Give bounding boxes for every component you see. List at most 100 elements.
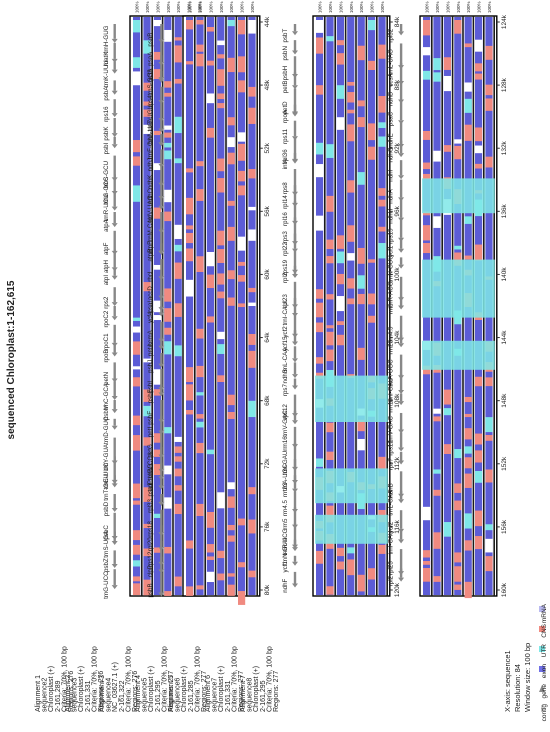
conserved-region: [248, 169, 256, 179]
conserved-region: [186, 20, 194, 30]
gene-arrow: [293, 378, 297, 386]
conserved-region: [238, 518, 246, 526]
conserved-region: [347, 124, 355, 142]
alignment-lane: [368, 17, 376, 595]
gene-arrow: [160, 118, 163, 129]
conserved-region: [475, 244, 483, 261]
gene-label: petG: [147, 444, 154, 458]
alignment-text: sequence8: [247, 678, 254, 712]
conserved-region: [153, 51, 161, 60]
gene-arrow-head: [111, 352, 118, 357]
gene-label: trnG-UCC: [103, 571, 110, 599]
conserved-region: [475, 433, 483, 445]
conserved-region: [336, 561, 344, 570]
gene-arrow: [293, 314, 297, 334]
alignment-lane: [347, 17, 355, 595]
gene-arrow: [160, 227, 163, 251]
gene-arrow-head: [158, 250, 165, 255]
gene-arrow-head: [158, 501, 165, 506]
conserved-region: [454, 252, 462, 266]
alignment-text: Chloroplast (+): [48, 666, 55, 712]
conserved-region: [485, 98, 493, 111]
percent-label: 100%: [188, 1, 193, 13]
conserved-region: [248, 350, 256, 368]
alignment-text: Regions: 277: [238, 671, 245, 712]
conserved-region: [443, 522, 451, 537]
percent-label: 100%: [135, 1, 140, 13]
alignment-text: 2-161,331: [85, 680, 92, 712]
conserved-region: [153, 130, 161, 136]
percent-label: 100%: [229, 1, 234, 13]
conserved-region: [153, 547, 161, 553]
gene-label: rps15: [388, 228, 395, 244]
gene-arrow: [399, 160, 403, 176]
gene-arrow: [293, 555, 297, 562]
gene-arrow-head: [398, 429, 405, 434]
alignment-lane: [227, 17, 235, 595]
conserved-region: [454, 245, 462, 250]
gene-label: rps12: [388, 440, 395, 456]
gene-arrow: [113, 456, 116, 480]
gene-label: rps11: [282, 128, 289, 144]
conserved-region: [485, 469, 493, 483]
gene-arrow: [399, 276, 403, 298]
axis-tick-label: 120k: [394, 582, 401, 597]
gene-arrow-head: [111, 58, 118, 63]
alignment-text: Alignment 1: [35, 675, 42, 712]
conserved-region: [485, 435, 493, 441]
legend-swatch: [539, 606, 545, 612]
conserved-region: [475, 470, 483, 483]
conserved-region: [336, 251, 344, 264]
gene-arrow: [293, 410, 297, 421]
conserved-region: [143, 487, 151, 502]
conserved-region: [227, 297, 235, 306]
conserved-region: [475, 450, 483, 463]
gene-label: trnL-CAA: [388, 489, 395, 515]
conserved-region: [238, 132, 246, 142]
gene-arrow: [113, 531, 116, 542]
conserved-region: [485, 524, 493, 531]
gene-label: ycf1: [282, 561, 289, 573]
gene-label: ycf2: [282, 326, 289, 338]
conserved-region: [433, 58, 441, 71]
conserved-region: [368, 259, 376, 263]
gene-arrow-head: [111, 483, 118, 488]
conserved-region: [248, 334, 256, 345]
gene-arrow: [160, 572, 163, 593]
conserved-region: [423, 550, 431, 558]
conserved-region: [196, 328, 204, 339]
gene-label: trnS-GCU: [103, 161, 110, 188]
gene-label: trnK-UUU: [103, 60, 110, 87]
gene-label: rrn4.5: [388, 326, 395, 343]
conserved-region: [475, 73, 483, 80]
conserved-region: [133, 435, 141, 451]
conserved-region: [443, 145, 451, 152]
conserved-region: [326, 451, 334, 460]
gene-label: psbF: [147, 389, 154, 403]
gene-label: rps7: [282, 383, 289, 396]
alignment-text: 2-161,295: [260, 680, 267, 712]
gene-label: psbZ: [103, 558, 110, 572]
conserved-region: [196, 161, 204, 167]
conserved-region: [196, 53, 204, 67]
conserved-region: [133, 366, 141, 370]
axis-tick-label: 80k: [264, 584, 271, 595]
conserved-region: [316, 357, 324, 364]
conserved-region: [464, 428, 472, 440]
gene-label: cemA: [147, 329, 154, 346]
gene-arrow-head: [398, 539, 405, 544]
conserved-region: [368, 293, 376, 305]
alignment-text: Alignment 6: [205, 675, 212, 712]
axis-tick-label: 112k: [394, 456, 401, 470]
alignment-text: Regions: 277: [168, 671, 175, 712]
gene-arrow: [399, 568, 403, 578]
conserved-region: [206, 251, 214, 267]
conserved-region: [433, 489, 441, 496]
conserved-region: [423, 567, 431, 582]
alignment-text: Criteria: 70%, 100 bp: [125, 646, 132, 712]
conserved-region: [143, 109, 151, 117]
axis-tick-label: 92k: [394, 142, 401, 153]
gene-label: ccsA: [388, 72, 395, 86]
conserved-region: [368, 146, 376, 160]
gene-arrow: [160, 494, 163, 502]
